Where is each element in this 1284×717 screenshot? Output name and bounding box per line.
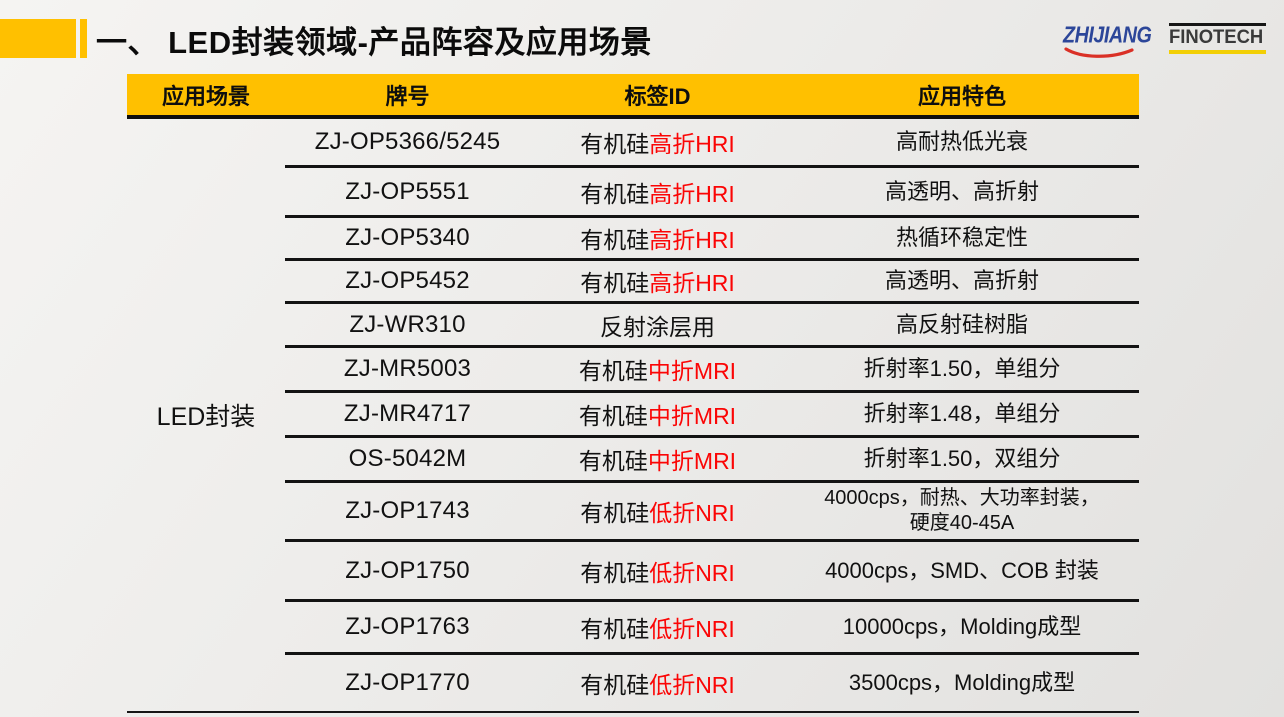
zhijiang-swoosh-icon (1064, 47, 1134, 58)
label-black-text: 有机硅 (580, 270, 650, 296)
label-cell: 有机硅低折NRI (530, 494, 785, 528)
brand-cell: ZJ-OP1743 (345, 497, 470, 524)
label-red-text: 低折NRI (649, 559, 735, 586)
brand-cell: ZJ-OP5366/5245 (314, 128, 501, 155)
table-row: ZJ-WR310 反射涂层用 高反射硅树脂 (285, 304, 1139, 348)
feature-cell: 折射率1.48，单组分 (863, 401, 1061, 426)
table-row: ZJ-OP1750 有机硅低折NRI 4000cps，SMD、COB 封装 (285, 542, 1139, 602)
brand-cell: ZJ-OP5340 (345, 224, 470, 251)
label-red-text: 低折NRI (649, 672, 735, 698)
title-accent-bar (80, 19, 87, 58)
finotech-top-bar (1168, 23, 1266, 26)
feature-cell: 4000cps，耐热、大功率封装， 硬度40-45A (824, 487, 1100, 534)
label-black-text: 有机硅 (580, 227, 650, 253)
label-black-text: 反射涂层用 (600, 313, 715, 340)
label-red-text: 高折HRI (649, 180, 735, 207)
table-row: ZJ-OP5366/5245 有机硅高折HRI 高耐热低光衰 (285, 119, 1139, 168)
finotech-logo-text: FINOTECH (1168, 27, 1264, 48)
label-cell: 有机硅低折NRI (530, 554, 785, 588)
brand-cell: ZJ-OP5452 (345, 267, 470, 294)
zhijiang-logo-text: ZHIJIANG (1062, 23, 1152, 48)
feature-cell: 折射率1.50，单组分 (863, 356, 1061, 381)
label-black-text: 有机硅 (580, 559, 650, 586)
scene-merged-cell: LED封装 (156, 403, 256, 431)
title-accent-block (0, 19, 76, 58)
feature-cell: 10000cps，Molding成型 (842, 614, 1082, 639)
label-red-text: 中折MRI (647, 358, 737, 384)
logo-group: ZHIJIANG FINOTECH (1063, 23, 1266, 59)
label-red-text: 中折MRI (647, 403, 737, 429)
brand-cell: ZJ-OP1750 (345, 556, 470, 584)
table-rows: ZJ-OP5366/5245 有机硅高折HRI 高耐热低光衰 ZJ-OP5551… (285, 119, 1139, 711)
brand-cell: ZJ-MR4717 (343, 400, 472, 427)
brand-cell: ZJ-MR5003 (343, 355, 472, 382)
feature-cell: 折射率1.50，双组分 (863, 446, 1061, 471)
feature-cell: 高透明、高折射 (884, 268, 1039, 293)
brand-cell: ZJ-OP1770 (345, 669, 470, 696)
feature-cell: 高耐热低光衰 (895, 129, 1028, 154)
label-black-text: 有机硅 (580, 672, 650, 698)
feature-cell: 高反射硅树脂 (895, 311, 1028, 337)
label-cell: 有机硅低折NRI (530, 610, 785, 644)
label-cell: 有机硅低折NRI (530, 666, 785, 700)
label-cell: 有机硅高折HRI (530, 175, 785, 209)
label-red-text: 中折MRI (647, 448, 737, 474)
table-row: ZJ-OP1763 有机硅低折NRI 10000cps，Molding成型 (285, 602, 1139, 655)
brand-cell: ZJ-OP1763 (345, 613, 470, 640)
finotech-logo: FINOTECH (1168, 23, 1266, 54)
brand-cell: ZJ-OP5551 (345, 177, 470, 205)
brand-cell: OS-5042M (348, 445, 467, 472)
label-black-text: 有机硅 (578, 448, 648, 474)
label-cell: 反射涂层用 (530, 308, 785, 342)
label-black-text: 有机硅 (578, 403, 648, 429)
finotech-bottom-bar (1168, 50, 1266, 54)
page-title: 一、 LED封装领域-产品阵容及应用场景 (96, 25, 652, 60)
header-brand: 牌号 (385, 83, 430, 109)
header-application-scene: 应用场景 (161, 83, 250, 109)
table-header-row: 应用场景 牌号 标签ID 应用特色 (127, 74, 1139, 119)
label-red-text: 低折NRI (649, 500, 735, 526)
table-row: ZJ-OP1770 有机硅低折NRI 3500cps，Molding成型 (285, 655, 1139, 711)
label-red-text: 低折NRI (649, 616, 735, 642)
label-cell: 有机硅高折HRI (530, 125, 785, 159)
label-black-text: 有机硅 (578, 358, 648, 384)
feature-cell: 热循环稳定性 (895, 225, 1028, 250)
feature-cell: 4000cps，SMD、COB 封装 (825, 557, 1099, 583)
table-row: ZJ-OP5551 有机硅高折HRI 高透明、高折射 (285, 168, 1139, 218)
table-row: ZJ-MR5003 有机硅中折MRI 折射率1.50，单组分 (285, 348, 1139, 393)
label-cell: 有机硅中折MRI (530, 352, 785, 386)
label-cell: 有机硅高折HRI (530, 221, 785, 255)
zhijiang-logo: ZHIJIANG (1063, 23, 1157, 59)
label-black-text: 有机硅 (580, 616, 650, 642)
label-red-text: 高折HRI (649, 270, 735, 296)
header-feature: 应用特色 (917, 83, 1006, 109)
label-black-text: 有机硅 (580, 180, 650, 207)
table-body: LED封装 ZJ-OP5366/5245 有机硅高折HRI 高耐热低光衰 ZJ-… (127, 119, 1139, 713)
label-black-text: 有机硅 (580, 500, 650, 526)
feature-cell: 3500cps，Molding成型 (848, 670, 1076, 695)
product-table: 应用场景 牌号 标签ID 应用特色 LED封装 ZJ-OP5366/5245 有… (127, 74, 1139, 713)
brand-cell: ZJ-WR310 (349, 310, 466, 338)
table-row: ZJ-OP5452 有机硅高折HRI 高透明、高折射 (285, 261, 1139, 304)
table-row: ZJ-OP1743 有机硅低折NRI 4000cps，耐热、大功率封装， 硬度4… (285, 483, 1139, 542)
table-row: ZJ-MR4717 有机硅中折MRI 折射率1.48，单组分 (285, 393, 1139, 438)
table-row: ZJ-OP5340 有机硅高折HRI 热循环稳定性 (285, 218, 1139, 261)
label-cell: 有机硅中折MRI (530, 397, 785, 431)
header-label-id: 标签ID (624, 83, 691, 109)
label-red-text: 高折HRI (649, 227, 735, 253)
label-red-text: 高折HRI (649, 131, 735, 157)
feature-cell: 高透明、高折射 (884, 178, 1039, 204)
label-cell: 有机硅高折HRI (530, 264, 785, 298)
label-black-text: 有机硅 (580, 131, 650, 157)
table-row: OS-5042M 有机硅中折MRI 折射率1.50，双组分 (285, 438, 1139, 483)
label-cell: 有机硅中折MRI (530, 442, 785, 476)
